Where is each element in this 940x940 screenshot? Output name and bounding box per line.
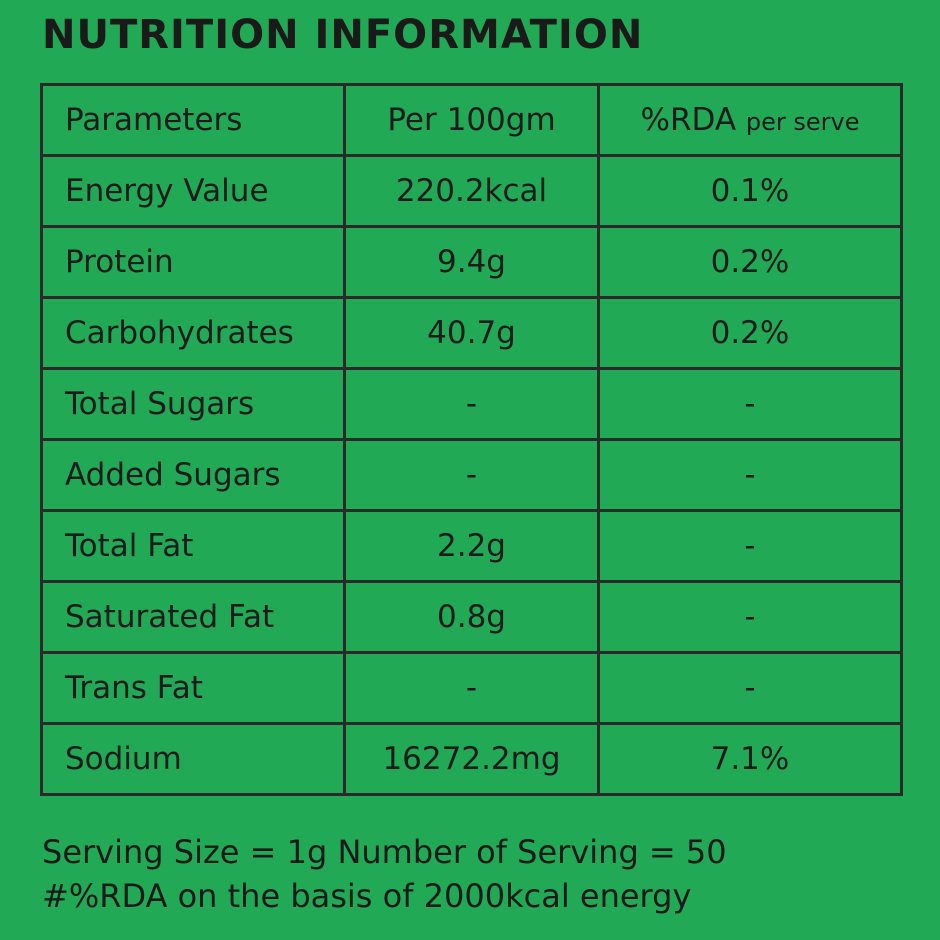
parameter-cell: Carbohydrates — [40, 296, 346, 370]
value-cell: 0.8g — [343, 580, 600, 654]
value-cell: - — [597, 580, 903, 654]
column-header: %RDA per serve — [597, 83, 903, 157]
header-row: Parameters Per 100gm %RDA per serve — [40, 83, 903, 157]
value-cell: - — [597, 367, 903, 441]
table-row: Total Fat 2.2g - — [40, 509, 903, 583]
table-row: Saturated Fat 0.8g - — [40, 580, 903, 654]
value-cell: 0.1% — [597, 154, 903, 228]
parameter-cell: Total Sugars — [40, 367, 346, 441]
value-cell: - — [597, 651, 903, 725]
column-header-main: %RDA — [640, 102, 737, 138]
value-cell: 0.2% — [597, 296, 903, 370]
parameter-cell: Total Fat — [40, 509, 346, 583]
parameter-cell: Saturated Fat — [40, 580, 346, 654]
value-cell: - — [343, 651, 600, 725]
value-cell: 16272.2mg — [343, 722, 600, 796]
table-row: Sodium 16272.2mg 7.1% — [40, 722, 903, 796]
column-header: Parameters — [40, 83, 346, 157]
value-cell: 7.1% — [597, 722, 903, 796]
footer-line: #%RDA on the basis of 2000kcal energy — [42, 877, 692, 915]
footer-line: Serving Size = 1g Number of Serving = 50 — [42, 833, 727, 871]
value-cell: - — [343, 438, 600, 512]
value-cell: - — [597, 438, 903, 512]
table-row: Added Sugars - - — [40, 438, 903, 512]
parameter-cell: Sodium — [40, 722, 346, 796]
nutrition-table: Parameters Per 100gm %RDA per serve Ener… — [40, 83, 903, 796]
value-cell: 220.2kcal — [343, 154, 600, 228]
table-body: Energy Value 220.2kcal 0.1% Protein 9.4g 0.2%… — [40, 154, 903, 796]
table-row: Protein 9.4g 0.2% — [40, 225, 903, 299]
value-cell: 40.7g — [343, 296, 600, 370]
parameter-cell: Added Sugars — [40, 438, 346, 512]
parameter-cell: Trans Fat — [40, 651, 346, 725]
parameter-cell: Protein — [40, 225, 346, 299]
table-row: Trans Fat - - — [40, 651, 903, 725]
value-cell: 0.2% — [597, 225, 903, 299]
table-row: Total Sugars - - — [40, 367, 903, 441]
table-row: Carbohydrates 40.7g 0.2% — [40, 296, 903, 370]
value-cell: 2.2g — [343, 509, 600, 583]
value-cell: 9.4g — [343, 225, 600, 299]
column-header: Per 100gm — [343, 83, 600, 157]
column-header-note: per serve — [745, 108, 860, 136]
value-cell: - — [597, 509, 903, 583]
title: NUTRITION INFORMATION — [42, 12, 644, 58]
parameter-cell: Energy Value — [40, 154, 346, 228]
value-cell: - — [343, 367, 600, 441]
table-row: Energy Value 220.2kcal 0.1% — [40, 154, 903, 228]
